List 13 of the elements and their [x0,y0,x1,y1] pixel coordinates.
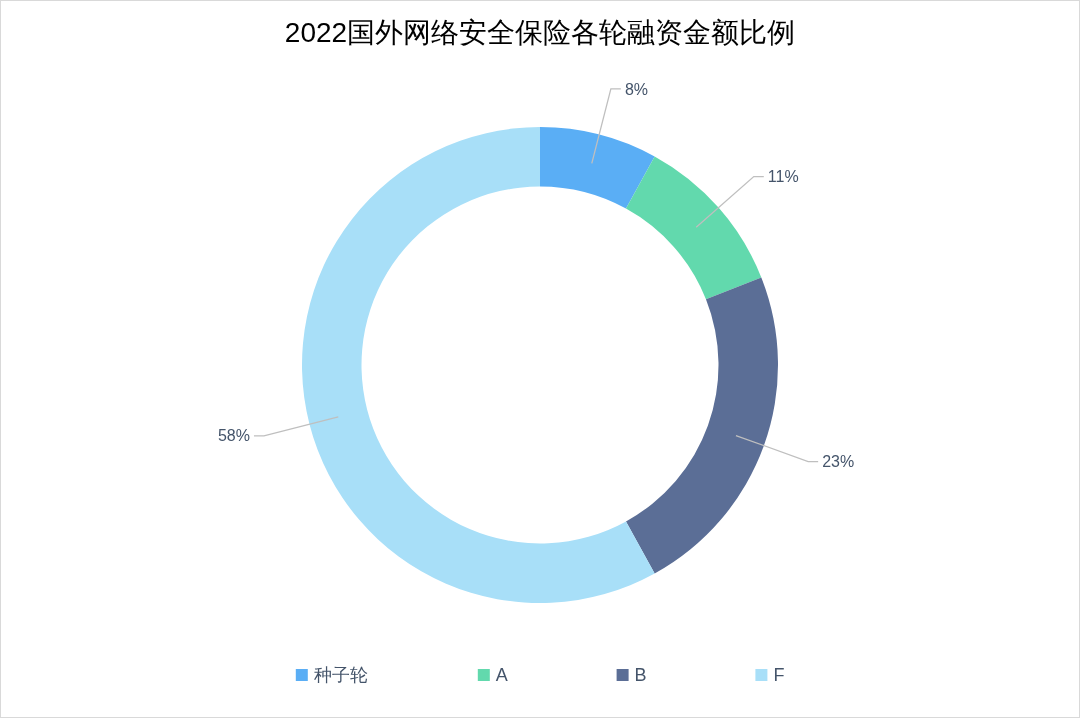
legend-label: B [634,665,647,686]
data-label: 23% [822,453,855,471]
donut-slice [302,127,655,603]
data-label: 8% [624,80,648,98]
data-label: 58% [217,427,250,445]
legend-label: A [495,665,508,686]
donut-slice [625,156,762,300]
legend-label: F [773,665,785,686]
legend-label: 种子轮 [313,665,368,686]
data-label: 11% [767,168,799,186]
chart-title: 2022国外网络安全保险各轮融资金额比例 [284,17,796,48]
donut-slice [540,127,655,209]
donut-slice [625,277,778,574]
